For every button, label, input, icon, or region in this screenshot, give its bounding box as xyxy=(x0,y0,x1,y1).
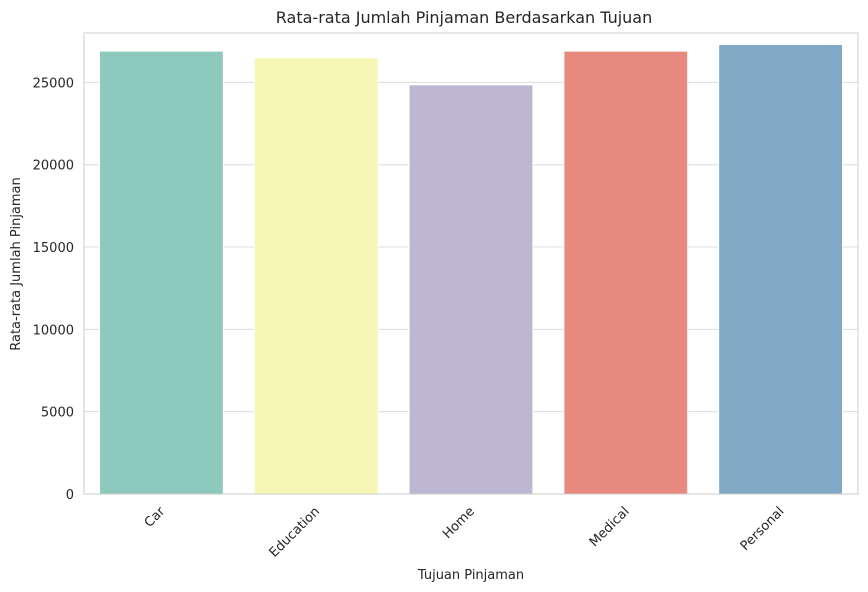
x-axis-label: Tujuan Pinjaman xyxy=(417,568,524,583)
y-tick-labels: 0 5000 10000 15000 20000 25000 xyxy=(33,76,74,503)
x-tick-label-car: Car xyxy=(142,504,169,531)
x-tick-label-personal: Personal xyxy=(738,504,788,554)
x-tick-label-education: Education xyxy=(267,504,323,560)
x-tick-label-medical: Medical xyxy=(587,504,633,550)
plot-frame xyxy=(83,32,859,495)
y-tick-label: 15000 xyxy=(33,241,74,256)
bar-personal xyxy=(718,44,844,495)
bar-medical xyxy=(563,50,689,495)
y-axis-label: Rata-rata Jumlah Pinjaman xyxy=(9,177,24,351)
y-tick-label: 10000 xyxy=(33,323,74,338)
x-tick-label-home: Home xyxy=(440,504,478,542)
bar-car xyxy=(98,50,224,495)
y-tick-label: 20000 xyxy=(33,159,74,174)
y-tick-label: 0 xyxy=(66,488,74,503)
bar-home xyxy=(408,84,534,495)
bars xyxy=(98,44,844,495)
bar-education xyxy=(253,57,379,495)
chart-title: Rata-rata Jumlah Pinjaman Berdasarkan Tu… xyxy=(276,8,652,27)
y-tick-label: 5000 xyxy=(41,406,74,421)
y-tick-label: 25000 xyxy=(33,76,74,91)
x-tick-labels: Car Education Home Medical Personal xyxy=(142,504,788,561)
